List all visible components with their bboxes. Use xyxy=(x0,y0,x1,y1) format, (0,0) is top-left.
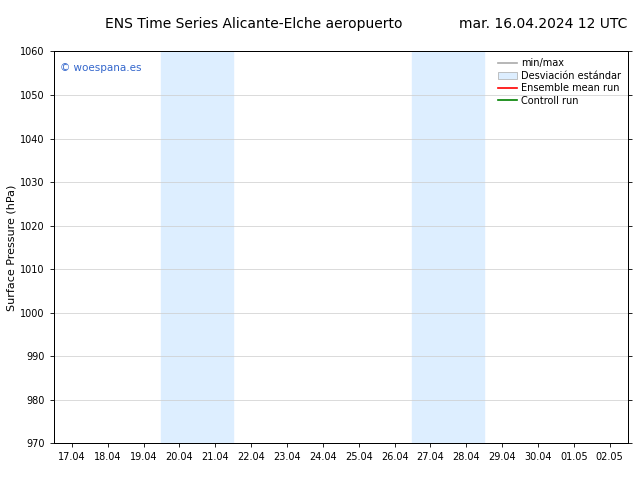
Text: © woespana.es: © woespana.es xyxy=(60,63,141,73)
Text: mar. 16.04.2024 12 UTC: mar. 16.04.2024 12 UTC xyxy=(459,17,628,31)
Y-axis label: Surface Pressure (hPa): Surface Pressure (hPa) xyxy=(6,184,16,311)
Bar xyxy=(162,51,233,443)
Bar xyxy=(413,51,484,443)
Text: ENS Time Series Alicante-Elche aeropuerto: ENS Time Series Alicante-Elche aeropuert… xyxy=(105,17,403,31)
Legend: min/max, Desviación estándar, Ensemble mean run, Controll run: min/max, Desviación estándar, Ensemble m… xyxy=(496,56,623,107)
